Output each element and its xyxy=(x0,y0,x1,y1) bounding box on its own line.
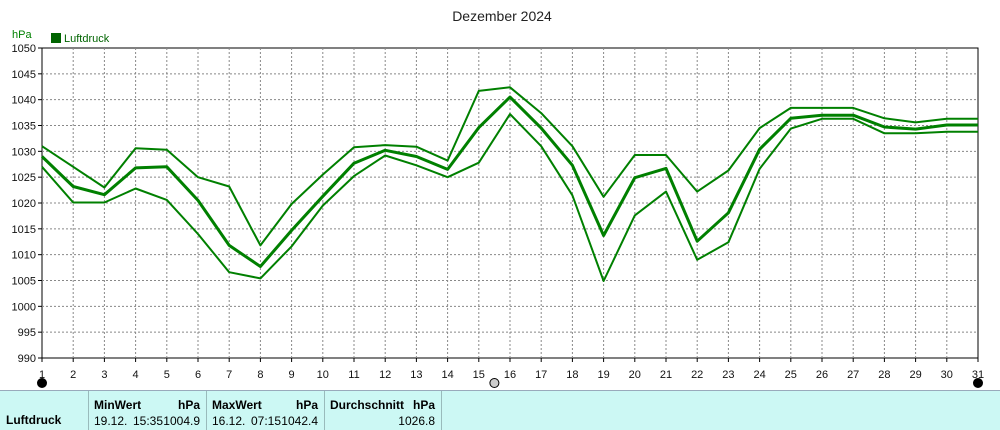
y-axis: 990 995 1000 1005 1010 1015 1020 1025 1030 1035 10… xyxy=(12,43,42,365)
min-time: 15:35 xyxy=(133,414,164,428)
stats-series-name: Luftdruck xyxy=(6,413,62,427)
x-tick-label: 20 xyxy=(629,369,641,381)
y-tick-label: 990 xyxy=(18,353,36,365)
avg-header: Durchschnitt xyxy=(330,398,405,412)
x-tick-label: 26 xyxy=(816,369,828,381)
x-tick-label: 28 xyxy=(878,369,890,381)
pressure-chart: Dezember 2024 hPa Luftdruck 990 995 1000 10… xyxy=(12,8,984,388)
range-mid-handle[interactable] xyxy=(489,378,500,388)
y-tick-label: 1025 xyxy=(12,172,36,184)
stats-min-cell: MinWert hPa 19.12. 15:35 1004.9 xyxy=(89,391,207,430)
x-tick-label: 6 xyxy=(195,369,201,381)
x-tick-label: 9 xyxy=(289,369,295,381)
x-tick-label: 11 xyxy=(348,369,359,381)
y-tick-label: 1000 xyxy=(12,301,36,313)
max-value: 1042.4 xyxy=(281,414,318,428)
x-tick-label: 10 xyxy=(317,369,329,381)
legend-swatch xyxy=(51,33,61,43)
x-tick-label: 21 xyxy=(660,369,672,381)
x-tick-label: 24 xyxy=(753,369,765,381)
grid xyxy=(41,47,979,359)
y-tick-label: 1010 xyxy=(12,250,36,262)
x-tick-label: 23 xyxy=(722,369,734,381)
min-unit: hPa xyxy=(177,398,200,412)
series-line-max xyxy=(41,86,978,247)
y-tick-label: 1020 xyxy=(12,198,36,210)
x-tick-label: 4 xyxy=(133,369,139,381)
x-tick-label: 8 xyxy=(257,369,263,381)
x-tick-label: 22 xyxy=(691,369,703,381)
max-time: 07:15 xyxy=(251,414,282,428)
x-tick-label: 1 xyxy=(39,369,45,381)
range-end-handle[interactable] xyxy=(973,378,983,388)
x-tick-label: 18 xyxy=(566,369,578,381)
x-tick-label: 2 xyxy=(70,369,76,381)
legend-label: Luftdruck xyxy=(64,33,110,45)
avg-unit: hPa xyxy=(412,398,435,412)
x-tick-label: 14 xyxy=(441,369,453,381)
y-tick-label: 1035 xyxy=(12,121,36,133)
x-tick-label: 30 xyxy=(941,369,953,381)
y-axis-unit: hPa xyxy=(12,29,32,41)
stats-avg-cell: Durchschnitt hPa 1026.8 xyxy=(325,391,442,430)
max-unit: hPa xyxy=(295,398,318,412)
x-tick-label: 5 xyxy=(164,369,170,381)
series-lines xyxy=(40,86,978,282)
y-tick-label: 1050 xyxy=(12,43,36,55)
stats-panel: Luftdruck MinWert hPa 19.12. 15:35 1004.… xyxy=(0,390,1000,430)
stats-max-cell: MaxWert hPa 16.12. 07:15 1042.4 xyxy=(207,391,325,430)
series-line-min xyxy=(41,113,978,282)
x-tick-label: 3 xyxy=(101,369,107,381)
x-tick-label: 7 xyxy=(226,369,232,381)
chart-title: Dezember 2024 xyxy=(452,8,552,24)
x-tick-label: 17 xyxy=(535,369,547,381)
min-date: 19.12. xyxy=(94,414,128,428)
y-tick-label: 1005 xyxy=(12,276,36,288)
y-tick-label: 1045 xyxy=(12,69,36,81)
y-tick-label: 1015 xyxy=(12,224,36,236)
series-line-mean xyxy=(40,95,978,268)
x-tick-label: 31 xyxy=(972,369,984,381)
avg-value: 1026.8 xyxy=(398,414,435,428)
x-tick-label: 29 xyxy=(909,369,921,381)
x-tick-label: 13 xyxy=(410,369,422,381)
x-axis: 1 2 3 4 5 6 7 8 9 10 11 12 13 14 15 16 17 18 19 20 21 22 23 24 2… xyxy=(39,358,984,381)
stats-series-cell: Luftdruck xyxy=(0,391,89,430)
min-value: 1004.9 xyxy=(163,414,200,428)
y-tick-label: 995 xyxy=(18,327,36,339)
max-header: MaxWert xyxy=(212,398,262,412)
x-tick-label: 12 xyxy=(379,369,391,381)
x-tick-label: 25 xyxy=(785,369,797,381)
y-tick-label: 1040 xyxy=(12,95,36,107)
min-header: MinWert xyxy=(94,398,142,412)
range-start-handle[interactable] xyxy=(37,378,47,388)
x-tick-label: 16 xyxy=(504,369,516,381)
x-tick-label: 27 xyxy=(847,369,859,381)
x-tick-label: 19 xyxy=(597,369,609,381)
x-tick-label: 15 xyxy=(473,369,485,381)
y-tick-label: 1030 xyxy=(12,146,36,158)
max-date: 16.12. xyxy=(212,414,246,428)
range-handles[interactable] xyxy=(37,378,983,388)
